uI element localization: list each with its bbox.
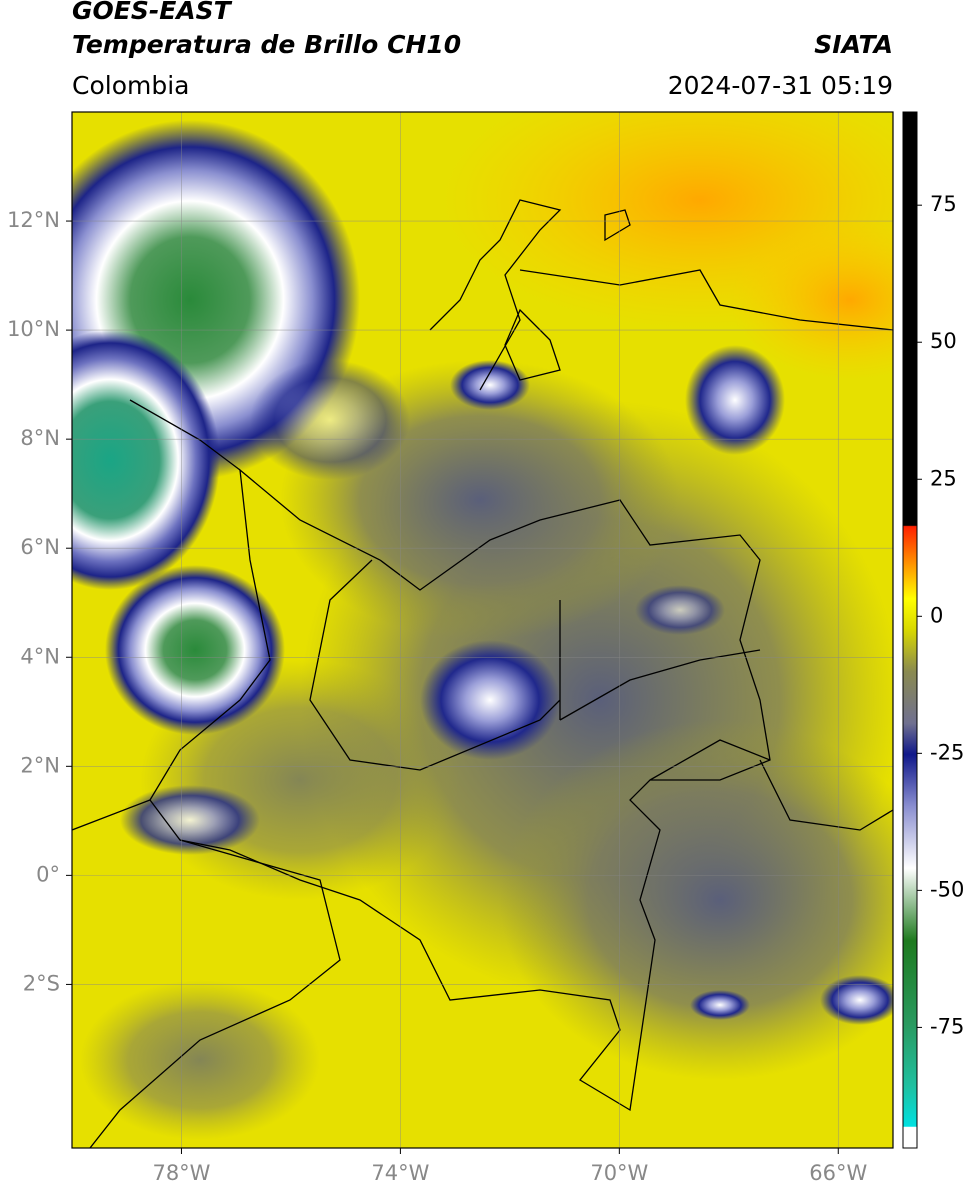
x-tick-label: 70°W (590, 1161, 648, 1185)
region: Colombia (72, 71, 189, 100)
map-frame (71, 111, 894, 1149)
y-tick-label: 2°S (23, 971, 60, 995)
timestamp: 2024-07-31 05:19 (668, 71, 893, 100)
source: SIATA (814, 30, 893, 59)
subtitle: Temperatura de Brillo CH10 (72, 30, 461, 59)
colorbar-label: -25 (930, 740, 964, 764)
x-tick-label: 66°W (809, 1161, 867, 1185)
colorbar-label: 25 (930, 466, 957, 490)
graticule (66, 112, 893, 1154)
colorbar-label: -50 (930, 877, 964, 901)
colorbar-label: 50 (930, 329, 957, 353)
colorbar-label: 0 (930, 603, 943, 627)
title: GOES-EAST (72, 0, 233, 25)
x-tick-label: 74°W (371, 1161, 429, 1185)
y-tick-label: 0° (36, 862, 60, 886)
y-tick-label: 4°N (20, 644, 60, 668)
y-tick-label: 6°N (20, 535, 60, 559)
y-tick-label: 12°N (7, 208, 60, 232)
colorbar-label: -75 (930, 1014, 964, 1038)
y-tick-label: 10°N (7, 317, 60, 341)
satellite-image (72, 112, 893, 1148)
x-tick-label: 78°W (152, 1161, 210, 1185)
y-tick-label: 8°N (20, 426, 60, 450)
y-tick-label: 2°N (20, 753, 60, 777)
colorbar (902, 111, 918, 1149)
colorbar-label: 75 (930, 192, 957, 216)
